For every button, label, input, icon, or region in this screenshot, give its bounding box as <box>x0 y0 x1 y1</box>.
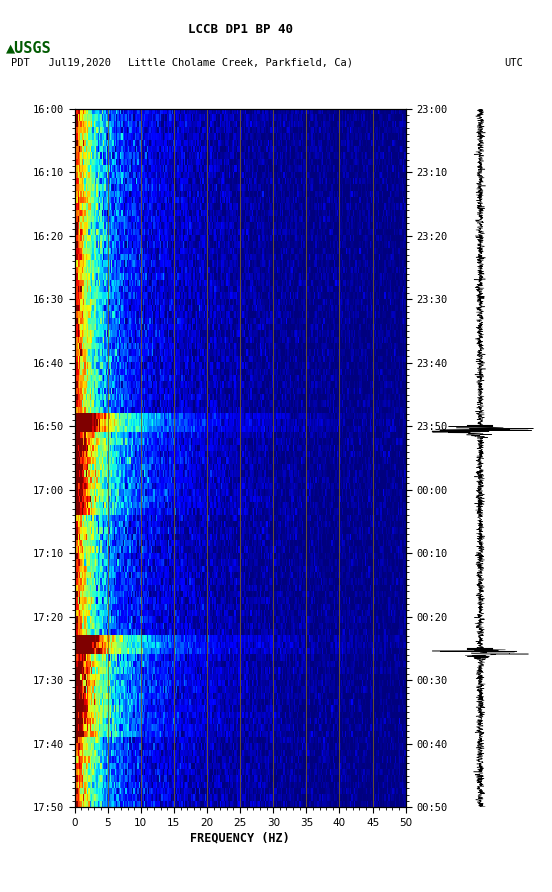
Text: Little Cholame Creek, Parkfield, Ca): Little Cholame Creek, Parkfield, Ca) <box>128 58 353 68</box>
Text: PDT   Jul19,2020: PDT Jul19,2020 <box>11 58 111 68</box>
Text: UTC: UTC <box>504 58 523 68</box>
Text: ▲USGS: ▲USGS <box>6 40 51 55</box>
X-axis label: FREQUENCY (HZ): FREQUENCY (HZ) <box>190 832 290 845</box>
Text: LCCB DP1 BP 40: LCCB DP1 BP 40 <box>188 22 293 36</box>
